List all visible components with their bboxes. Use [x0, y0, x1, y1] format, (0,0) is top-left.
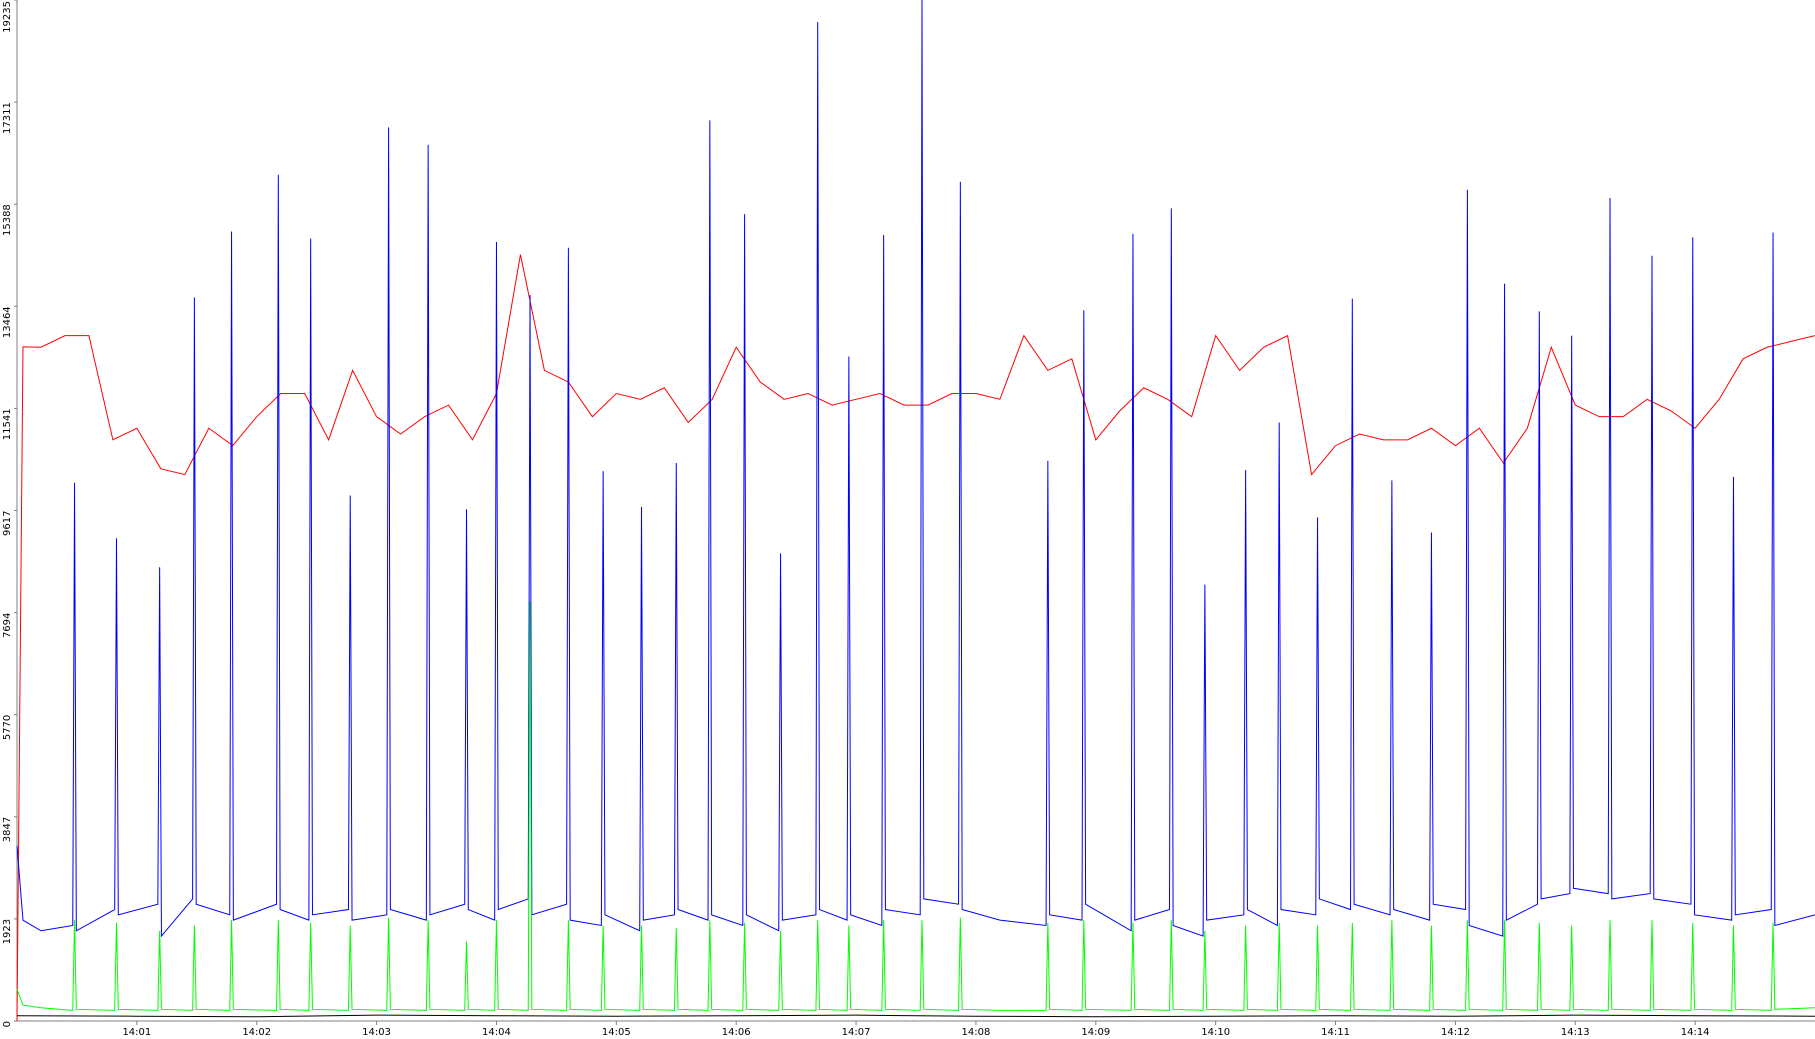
y-tick-label: 3847 — [2, 817, 13, 842]
y-tick-label: 9617 — [2, 511, 13, 536]
x-tick-label: 14:08 — [962, 1027, 991, 1038]
series-line — [16, 0, 1815, 938]
y-tick-label: 13464 — [2, 306, 13, 338]
y-tick-label: 7694 — [2, 613, 13, 638]
y-tick-label: 5770 — [2, 715, 13, 740]
x-tick-label: 14:12 — [1441, 1027, 1470, 1038]
x-tick-label: 14:06 — [722, 1027, 751, 1038]
x-tick-label: 14:04 — [482, 1027, 511, 1038]
x-tick-label: 14:11 — [1321, 1027, 1350, 1038]
series-line — [16, 601, 1815, 1011]
x-tick-label: 14:02 — [242, 1027, 271, 1038]
x-tick-label: 14:03 — [362, 1027, 391, 1038]
x-tick-label: 14:14 — [1681, 1027, 1710, 1038]
y-tick-label: 19235 — [2, 1, 13, 33]
y-tick-label: 1923 — [2, 919, 13, 944]
y-tick-label: 0 — [2, 1021, 13, 1027]
x-tick-label: 14:07 — [842, 1027, 871, 1038]
x-tick-label: 14:01 — [122, 1027, 151, 1038]
y-tick-label: 11541 — [2, 408, 13, 440]
y-tick-label: 17311 — [2, 102, 13, 134]
x-tick-label: 14:10 — [1201, 1027, 1230, 1038]
series-line — [16, 254, 1815, 1022]
x-tick-label: 14:05 — [602, 1027, 631, 1038]
y-tick-label: 15388 — [2, 204, 13, 236]
x-tick-label: 14:13 — [1561, 1027, 1590, 1038]
series-line — [16, 1014, 1815, 1018]
x-tick-label: 14:09 — [1081, 1027, 1110, 1038]
